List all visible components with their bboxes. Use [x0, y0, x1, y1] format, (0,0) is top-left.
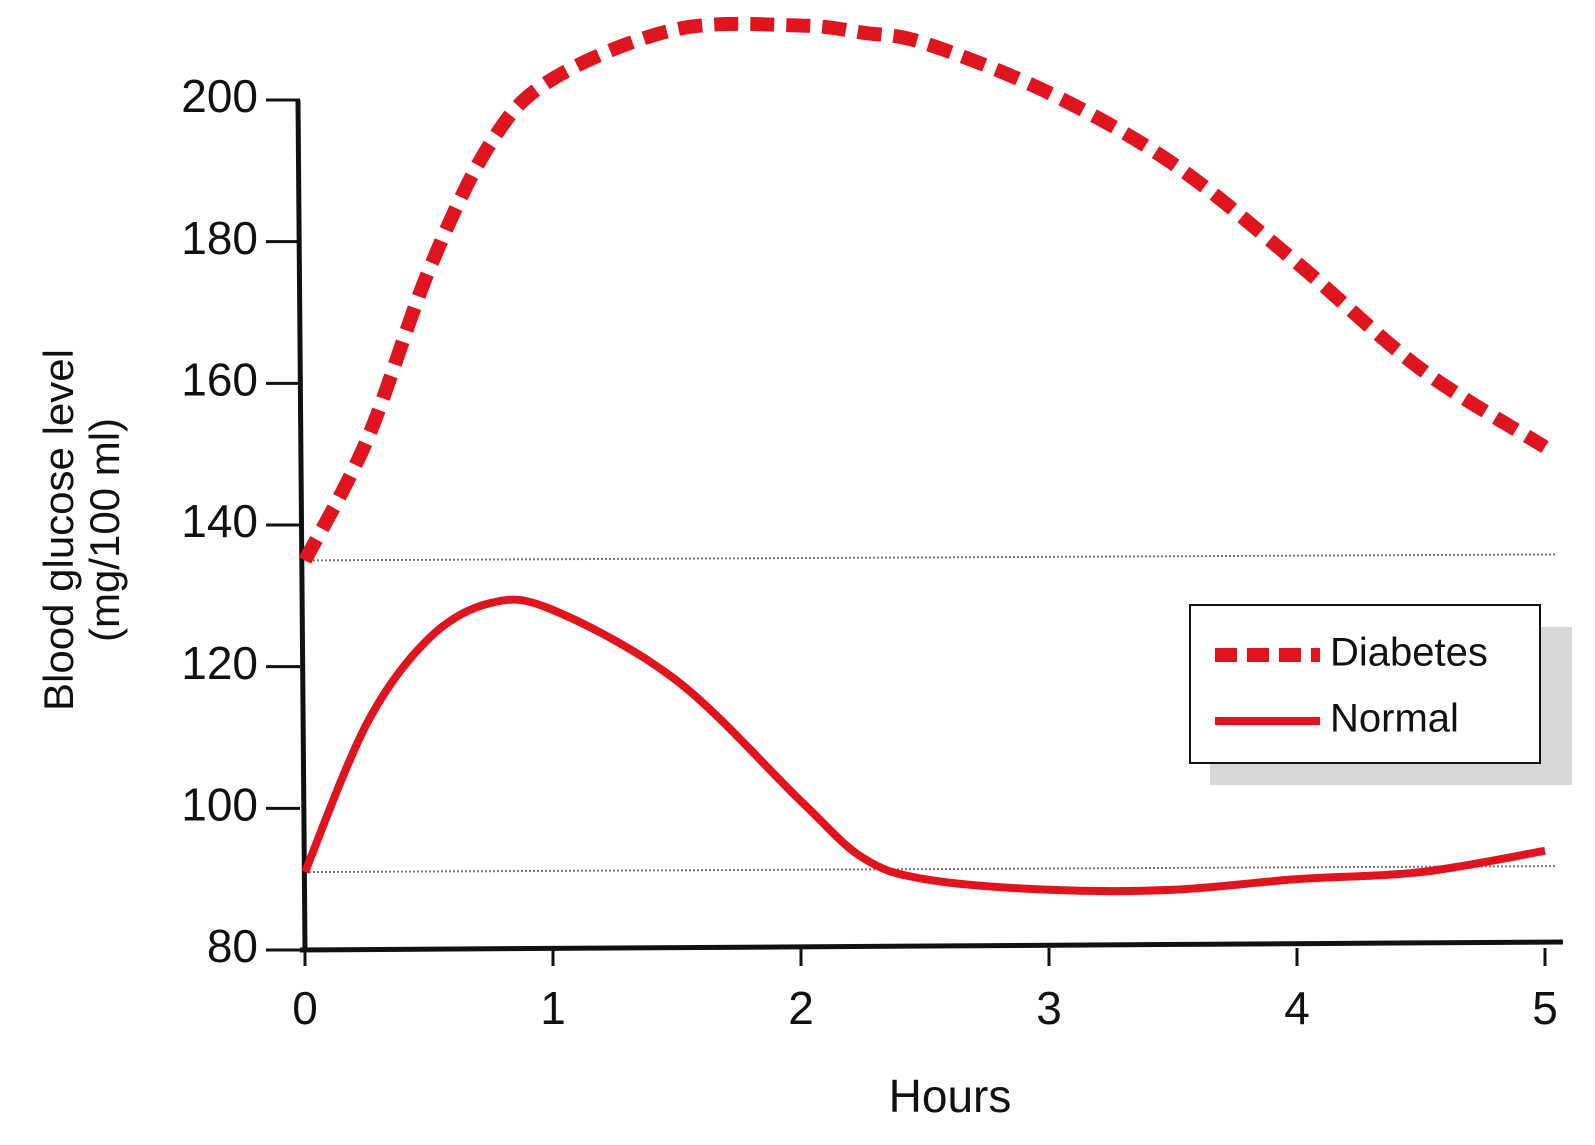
y-tick-label: 80 — [207, 920, 258, 972]
x-axis — [299, 939, 1564, 953]
reference-line — [304, 553, 1558, 562]
line-0 — [298, 16, 1549, 564]
legend-box — [1189, 604, 1541, 764]
x-axis-label: Hours — [889, 1070, 1012, 1122]
x-tick-label: 0 — [292, 982, 318, 1034]
reference-line — [304, 865, 1558, 874]
y-tick-label: 140 — [181, 495, 258, 547]
y-tick-label: 120 — [181, 637, 258, 689]
x-tick-label: 5 — [1532, 982, 1558, 1034]
legend-label: Diabetes — [1330, 631, 1488, 675]
x-tick-label: 4 — [1284, 982, 1310, 1034]
x-tick-label: 2 — [788, 982, 814, 1034]
y-tick-label: 100 — [181, 778, 258, 830]
y-axis-label: (mg/100 ml) — [81, 418, 128, 642]
legend-label: Normal — [1330, 697, 1459, 741]
y-tick-label: 160 — [181, 353, 258, 405]
line-1 — [301, 595, 1546, 896]
y-axis-label: Blood glucose level — [35, 349, 82, 711]
y-tick-label: 200 — [181, 70, 258, 122]
y-tick-label: 180 — [181, 212, 258, 264]
x-tick-label: 1 — [540, 982, 566, 1034]
x-tick-label: 3 — [1036, 982, 1062, 1034]
